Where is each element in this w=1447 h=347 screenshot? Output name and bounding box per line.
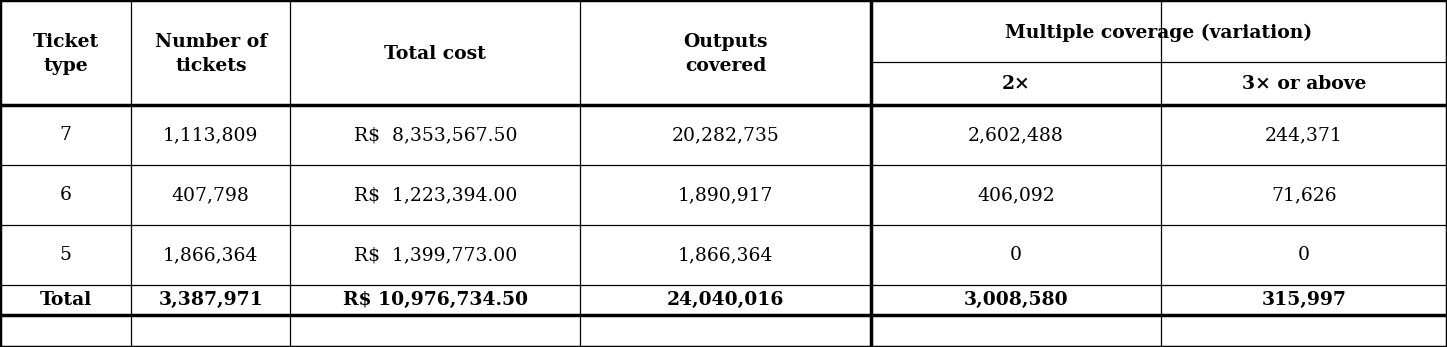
Text: 20,282,735: 20,282,735 bbox=[671, 126, 780, 144]
Text: Total cost: Total cost bbox=[385, 45, 486, 63]
Text: 1,890,917: 1,890,917 bbox=[677, 186, 773, 204]
Text: 24,040,016: 24,040,016 bbox=[667, 291, 784, 309]
Text: Outputs
covered: Outputs covered bbox=[683, 33, 768, 75]
Text: Multiple coverage (variation): Multiple coverage (variation) bbox=[1006, 23, 1312, 42]
Text: 0: 0 bbox=[1010, 246, 1022, 264]
Text: 3,387,971: 3,387,971 bbox=[158, 291, 263, 309]
Text: 7: 7 bbox=[59, 126, 72, 144]
Text: R$ 10,976,734.50: R$ 10,976,734.50 bbox=[343, 291, 528, 309]
Text: 0: 0 bbox=[1298, 246, 1310, 264]
Text: Number of
tickets: Number of tickets bbox=[155, 33, 266, 75]
Text: Total: Total bbox=[39, 291, 91, 309]
Text: 244,371: 244,371 bbox=[1265, 126, 1343, 144]
Text: 407,798: 407,798 bbox=[172, 186, 250, 204]
Text: 2,602,488: 2,602,488 bbox=[968, 126, 1064, 144]
Text: R$  8,353,567.50: R$ 8,353,567.50 bbox=[353, 126, 517, 144]
Text: Ticket
type: Ticket type bbox=[32, 33, 98, 75]
Text: 1,866,364: 1,866,364 bbox=[677, 246, 773, 264]
Text: 315,997: 315,997 bbox=[1262, 291, 1346, 309]
Text: 2×: 2× bbox=[1001, 75, 1030, 93]
Text: 1,866,364: 1,866,364 bbox=[164, 246, 259, 264]
Text: R$  1,399,773.00: R$ 1,399,773.00 bbox=[353, 246, 517, 264]
Text: 406,092: 406,092 bbox=[977, 186, 1055, 204]
Text: R$  1,223,394.00: R$ 1,223,394.00 bbox=[353, 186, 517, 204]
Text: 1,113,809: 1,113,809 bbox=[164, 126, 259, 144]
Text: 3,008,580: 3,008,580 bbox=[964, 291, 1068, 309]
Text: 3× or above: 3× or above bbox=[1242, 75, 1366, 93]
Text: 6: 6 bbox=[59, 186, 71, 204]
Text: 71,626: 71,626 bbox=[1270, 186, 1337, 204]
Text: 5: 5 bbox=[59, 246, 72, 264]
